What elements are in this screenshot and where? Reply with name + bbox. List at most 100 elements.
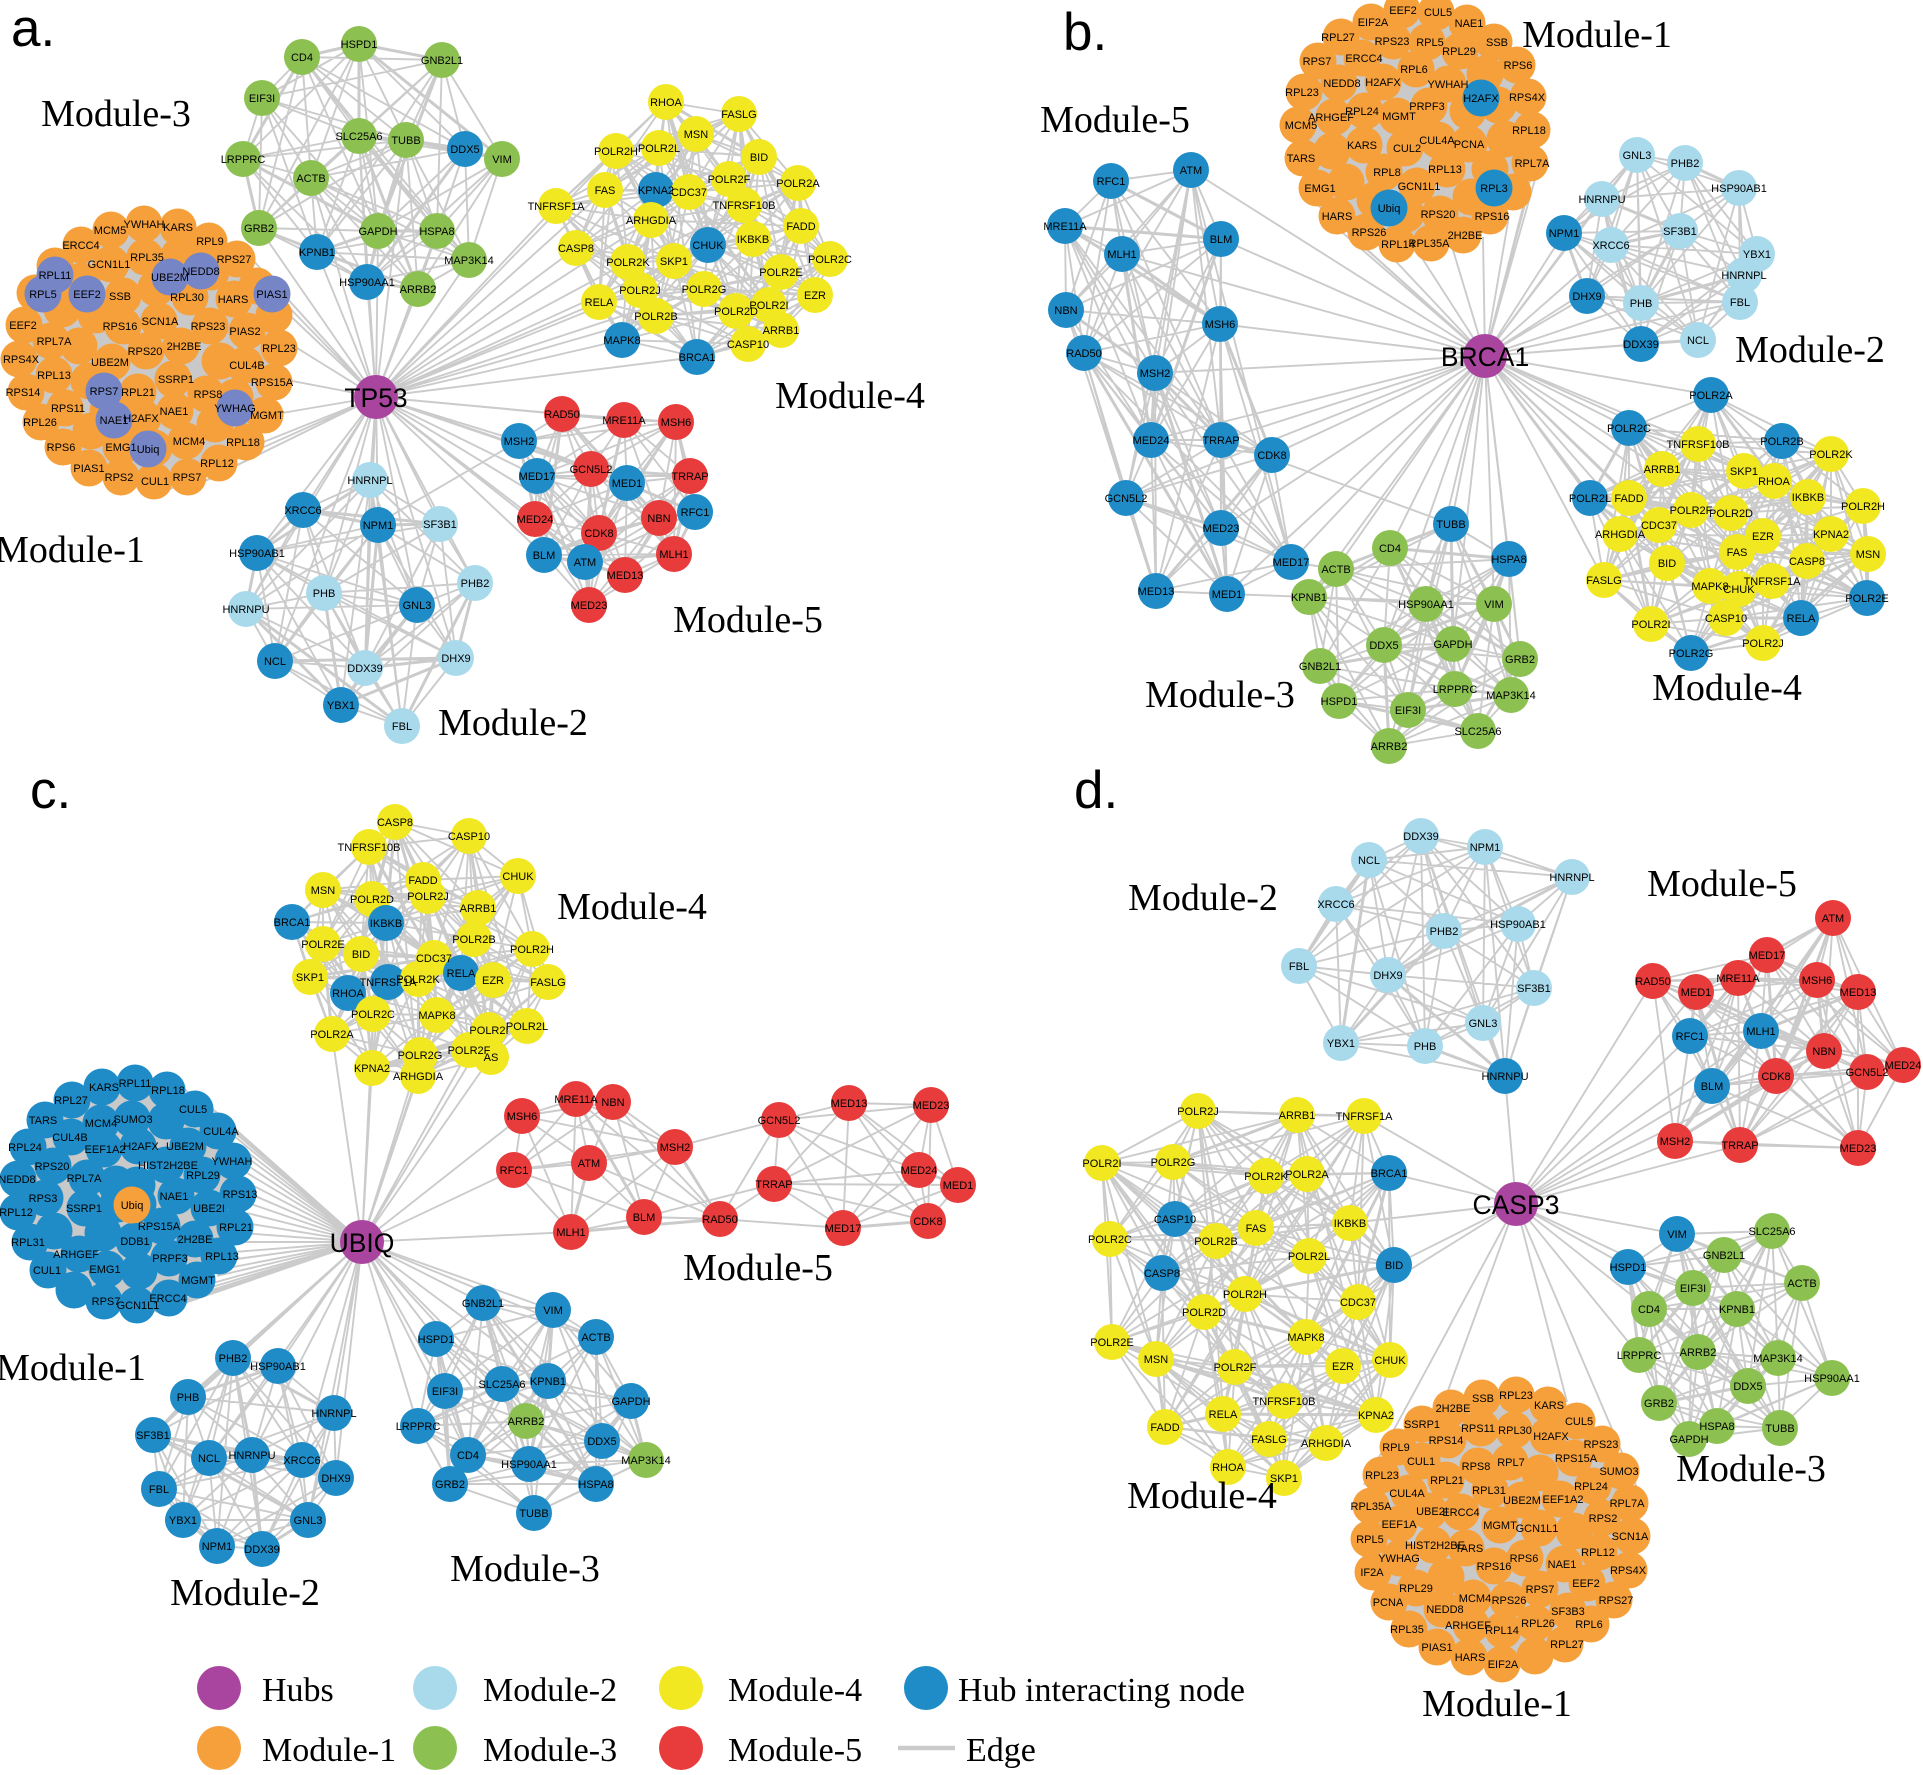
svg-text:KARS: KARS <box>1534 1400 1564 1412</box>
svg-text:HNRNPL: HNRNPL <box>311 1408 356 1420</box>
svg-text:TUBB: TUBB <box>1765 1423 1794 1435</box>
svg-text:FADD: FADD <box>1614 493 1643 505</box>
svg-text:POLR2H: POLR2H <box>1223 1289 1267 1301</box>
svg-text:CD4: CD4 <box>457 1450 479 1462</box>
svg-text:ARRB1: ARRB1 <box>763 325 800 337</box>
svg-text:DHX9: DHX9 <box>1373 970 1402 982</box>
svg-text:POLR2J: POLR2J <box>407 891 449 903</box>
svg-text:HARS: HARS <box>1455 1652 1486 1664</box>
svg-text:YWHAH: YWHAH <box>212 1156 253 1168</box>
svg-text:POLR2G: POLR2G <box>1669 648 1714 660</box>
svg-text:CDC37: CDC37 <box>671 187 707 199</box>
svg-text:PIAS1: PIAS1 <box>73 463 104 475</box>
svg-text:PHB: PHB <box>1630 298 1653 310</box>
svg-text:YWHAH: YWHAH <box>1428 79 1469 91</box>
svg-text:RELA: RELA <box>1787 613 1816 625</box>
svg-text:CUL4A: CUL4A <box>1389 1488 1425 1500</box>
svg-text:GNL3: GNL3 <box>403 600 432 612</box>
svg-text:RPL5: RPL5 <box>1356 1534 1384 1546</box>
svg-text:Module-1: Module-1 <box>0 529 145 571</box>
svg-text:ACTB: ACTB <box>1321 564 1350 576</box>
svg-text:EEF1A: EEF1A <box>1382 1519 1418 1531</box>
svg-text:ACTB: ACTB <box>581 1332 610 1344</box>
svg-text:ARRB2: ARRB2 <box>1371 741 1408 753</box>
svg-text:HSPA8: HSPA8 <box>1491 554 1526 566</box>
svg-text:ATM: ATM <box>1822 913 1844 925</box>
svg-text:XRCC6: XRCC6 <box>1592 240 1629 252</box>
svg-text:XRCC6: XRCC6 <box>283 1455 320 1467</box>
svg-text:MAP3K14: MAP3K14 <box>621 1455 671 1467</box>
svg-text:Module-2: Module-2 <box>438 702 588 744</box>
svg-text:YBX1: YBX1 <box>327 700 355 712</box>
svg-text:EIF3I: EIF3I <box>432 1386 458 1398</box>
svg-text:Ubiq: Ubiq <box>121 1200 144 1212</box>
svg-text:CASP8: CASP8 <box>1789 556 1825 568</box>
svg-text:FADD: FADD <box>408 875 437 887</box>
svg-text:HSPD1: HSPD1 <box>341 39 378 51</box>
svg-text:POLR2I: POLR2I <box>1082 1158 1121 1170</box>
svg-text:MED17: MED17 <box>1273 557 1310 569</box>
svg-text:POLR2C: POLR2C <box>1607 423 1651 435</box>
svg-text:NEDD8: NEDD8 <box>1323 78 1360 90</box>
svg-text:HSP90AA1: HSP90AA1 <box>1398 599 1454 611</box>
svg-text:RPL18: RPL18 <box>151 1085 185 1097</box>
svg-text:RHOA: RHOA <box>650 97 682 109</box>
svg-text:XRCC6: XRCC6 <box>284 505 321 517</box>
svg-text:CD4: CD4 <box>1638 1304 1660 1316</box>
svg-text:POLR2I: POLR2I <box>469 1025 508 1037</box>
svg-text:GAPDH: GAPDH <box>611 1396 650 1408</box>
svg-text:ATM: ATM <box>578 1158 600 1170</box>
svg-text:RPL13: RPL13 <box>205 1251 239 1263</box>
svg-text:MSH2: MSH2 <box>660 1142 691 1154</box>
svg-text:ARRB1: ARRB1 <box>1279 1110 1316 1122</box>
svg-text:ERCC4: ERCC4 <box>149 1293 186 1305</box>
svg-text:RPS16: RPS16 <box>1475 211 1510 223</box>
svg-text:POLR2J: POLR2J <box>619 285 661 297</box>
svg-text:GCN1L1: GCN1L1 <box>117 1300 160 1312</box>
svg-text:GNL3: GNL3 <box>1623 150 1652 162</box>
svg-text:MAPK8: MAPK8 <box>1691 581 1728 593</box>
svg-text:KPNB1: KPNB1 <box>299 247 335 259</box>
svg-text:VIM: VIM <box>492 154 512 166</box>
svg-text:GAPDH: GAPDH <box>1433 639 1472 651</box>
svg-text:FAS: FAS <box>1246 1223 1267 1235</box>
svg-text:POLR2J: POLR2J <box>1742 638 1784 650</box>
svg-text:FBL: FBL <box>1730 297 1750 309</box>
svg-text:HNRNPU: HNRNPU <box>222 604 269 616</box>
svg-text:HIST2H2BE: HIST2H2BE <box>1405 1540 1465 1552</box>
svg-text:KPNB1: KPNB1 <box>530 1376 566 1388</box>
svg-text:RPL7A: RPL7A <box>67 1173 103 1185</box>
svg-text:GAPDH: GAPDH <box>1669 1434 1708 1446</box>
svg-text:H2AFX: H2AFX <box>1365 77 1401 89</box>
svg-text:RPS23: RPS23 <box>1584 1439 1619 1451</box>
svg-text:KPNA2: KPNA2 <box>354 1063 390 1075</box>
svg-text:TRRAP: TRRAP <box>1721 1140 1758 1152</box>
svg-text:GCN5L2: GCN5L2 <box>1105 493 1148 505</box>
svg-text:TRRAP: TRRAP <box>1202 435 1239 447</box>
svg-text:RPL13: RPL13 <box>1428 164 1462 176</box>
svg-text:CUL5: CUL5 <box>179 1104 207 1116</box>
svg-text:Module-2: Module-2 <box>483 1672 617 1709</box>
svg-text:MCM4: MCM4 <box>85 1118 117 1130</box>
svg-text:EMG1: EMG1 <box>89 1264 120 1276</box>
svg-text:RPL21: RPL21 <box>1430 1475 1464 1487</box>
svg-text:CASP8: CASP8 <box>558 243 594 255</box>
svg-text:RPS23: RPS23 <box>191 321 226 333</box>
svg-text:MLH1: MLH1 <box>659 549 688 561</box>
svg-text:ERCC4: ERCC4 <box>62 240 99 252</box>
svg-text:BID: BID <box>352 949 370 961</box>
svg-text:MGMT: MGMT <box>1382 111 1416 123</box>
svg-text:POLR2E: POLR2E <box>301 939 344 951</box>
svg-text:CUL2: CUL2 <box>1393 143 1421 155</box>
svg-text:RPL5: RPL5 <box>1416 37 1444 49</box>
svg-text:HNRNPL: HNRNPL <box>1549 872 1594 884</box>
svg-text:HSP90AB1: HSP90AB1 <box>1711 183 1767 195</box>
svg-text:CASP3: CASP3 <box>1473 1190 1560 1220</box>
svg-text:RPL12: RPL12 <box>0 1207 33 1219</box>
svg-text:LRPPRC: LRPPRC <box>221 154 266 166</box>
svg-text:SF3B3: SF3B3 <box>1551 1606 1585 1618</box>
svg-text:PCNA: PCNA <box>1454 139 1485 151</box>
svg-text:TRRAP: TRRAP <box>755 1179 792 1191</box>
svg-text:ARHGEF: ARHGEF <box>53 1249 99 1261</box>
svg-text:Module-5: Module-5 <box>1647 863 1797 905</box>
